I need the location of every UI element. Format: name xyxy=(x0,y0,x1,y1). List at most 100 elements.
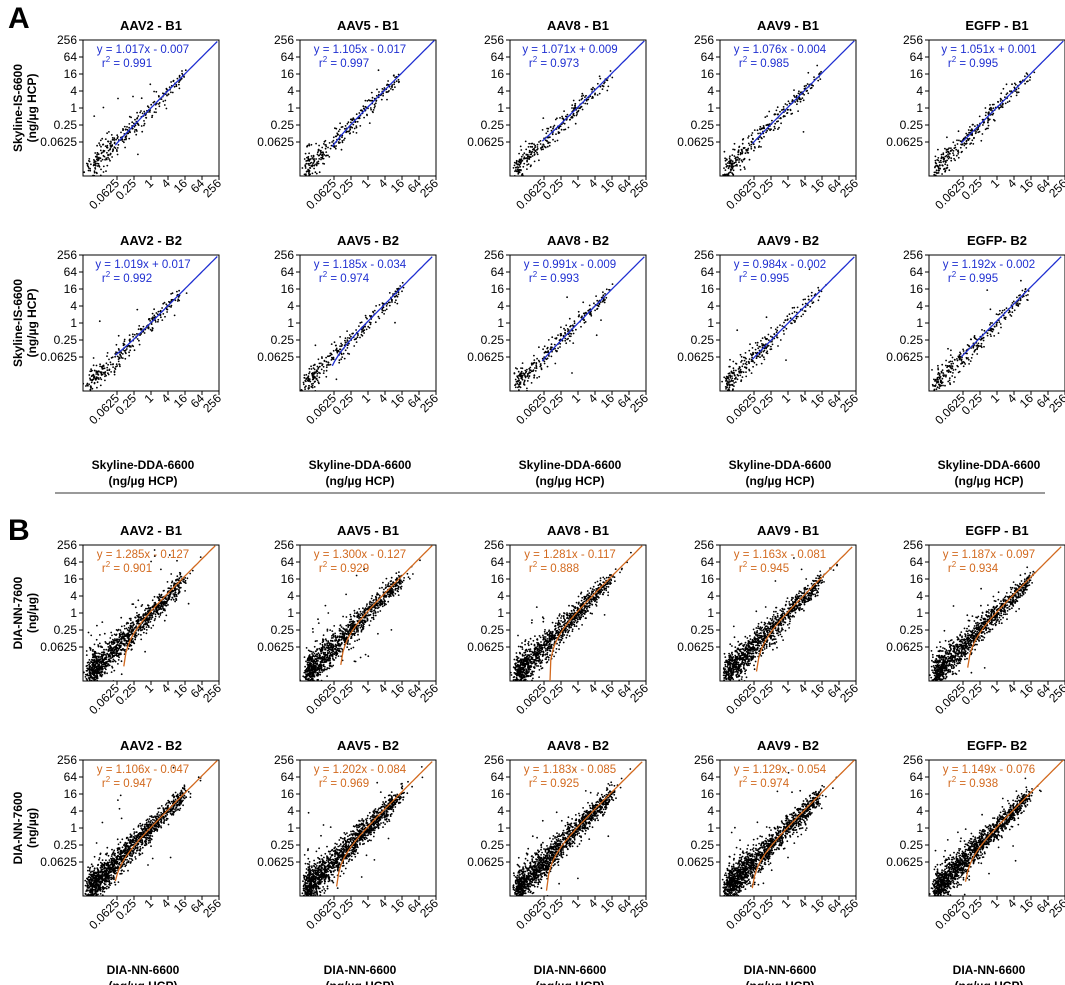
data-point xyxy=(84,676,87,678)
x-tick-label: 1 xyxy=(141,681,156,696)
data-point xyxy=(134,636,137,639)
data-point xyxy=(798,98,801,101)
data-point xyxy=(725,375,728,378)
data-point xyxy=(762,356,765,359)
data-point xyxy=(108,658,111,660)
data-point xyxy=(561,117,564,120)
data-point xyxy=(120,639,123,641)
data-point xyxy=(534,146,536,149)
x-tick-label: 4 xyxy=(1004,176,1019,191)
x-tick-label: 4 xyxy=(158,681,173,696)
r-squared-label: r2 = 0.995 xyxy=(948,270,998,285)
x-axis-label-line1: Skyline-DDA-6600 xyxy=(519,458,622,472)
data-point xyxy=(1016,302,1019,305)
data-point xyxy=(388,304,391,307)
data-point xyxy=(116,147,119,149)
data-point xyxy=(944,364,947,367)
data-point xyxy=(368,624,371,627)
y-tick-label: 16 xyxy=(281,572,295,586)
data-point xyxy=(531,155,534,157)
data-point xyxy=(121,357,124,359)
data-point xyxy=(335,347,338,350)
data-point xyxy=(109,148,112,150)
data-point xyxy=(143,122,146,125)
data-point xyxy=(303,376,306,379)
data-point xyxy=(993,335,996,337)
y-tick-label: 256 xyxy=(57,538,77,552)
data-point xyxy=(131,641,134,644)
data-point xyxy=(117,144,120,146)
data-point xyxy=(109,637,112,639)
data-point xyxy=(937,371,940,374)
data-point xyxy=(154,321,157,323)
data-point xyxy=(133,349,136,352)
data-point xyxy=(96,155,98,158)
data-point xyxy=(780,122,782,125)
y-tick-label: 16 xyxy=(281,282,295,296)
data-point xyxy=(594,309,596,312)
data-point xyxy=(137,616,140,619)
data-point xyxy=(115,651,117,653)
data-point xyxy=(96,152,99,154)
data-point xyxy=(113,633,116,636)
data-point xyxy=(162,313,165,315)
data-point xyxy=(393,74,395,77)
data-point xyxy=(596,308,598,310)
data-point xyxy=(596,94,599,96)
data-point xyxy=(533,153,536,156)
data-point xyxy=(595,295,597,297)
data-point xyxy=(817,299,820,302)
data-point xyxy=(88,383,90,386)
data-point xyxy=(114,368,117,370)
data-point xyxy=(360,624,363,626)
data-point xyxy=(145,629,148,631)
data-point xyxy=(176,588,178,590)
data-point xyxy=(1016,296,1018,299)
data-point xyxy=(402,579,405,582)
data-point xyxy=(128,354,131,357)
data-point xyxy=(320,368,323,371)
data-point xyxy=(569,332,571,335)
data-point xyxy=(318,376,321,379)
data-point xyxy=(987,124,990,127)
data-point xyxy=(128,137,131,140)
data-point xyxy=(102,106,105,109)
data-point xyxy=(366,113,368,116)
data-point xyxy=(943,168,945,171)
data-point xyxy=(1015,94,1018,97)
data-point xyxy=(804,310,807,313)
data-point xyxy=(774,122,777,125)
panel-title: AAV2 - B1 xyxy=(120,18,182,33)
r-exponent: 2 xyxy=(952,55,957,64)
data-point xyxy=(949,371,952,373)
data-point xyxy=(991,330,994,333)
data-point xyxy=(534,149,537,152)
r-symbol: r xyxy=(739,273,743,285)
data-point xyxy=(167,597,170,599)
data-point xyxy=(123,338,126,341)
data-point xyxy=(373,309,376,312)
data-point xyxy=(308,169,310,172)
data-point xyxy=(336,132,339,135)
data-point xyxy=(159,310,162,313)
data-point xyxy=(112,660,114,663)
data-point xyxy=(530,362,533,365)
data-point xyxy=(558,339,561,342)
data-point xyxy=(174,595,176,598)
data-point xyxy=(773,125,776,128)
data-point xyxy=(112,638,114,641)
data-point xyxy=(807,92,810,95)
data-point xyxy=(988,118,991,121)
data-point xyxy=(328,156,331,158)
data-point xyxy=(355,574,358,577)
data-point xyxy=(170,304,173,307)
data-point xyxy=(953,157,955,160)
data-point xyxy=(563,128,565,131)
data-point xyxy=(795,317,798,320)
data-point xyxy=(937,368,940,371)
data-point xyxy=(748,369,751,372)
data-point xyxy=(1005,93,1008,96)
data-point xyxy=(606,79,609,82)
